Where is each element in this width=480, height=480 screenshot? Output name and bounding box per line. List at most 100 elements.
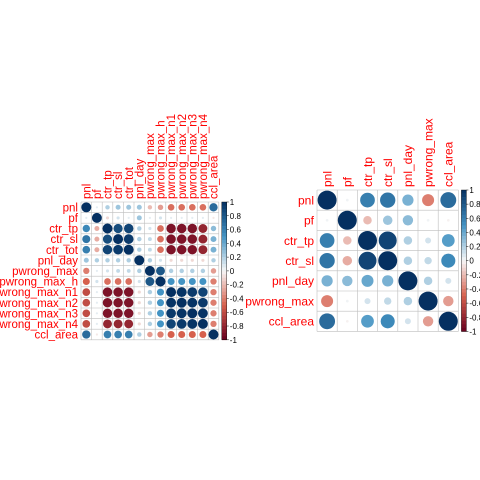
corr-circle <box>113 223 123 234</box>
row-label: pnl_day <box>38 255 79 267</box>
corr-circle <box>424 257 432 265</box>
corr-circle <box>113 308 123 319</box>
corr-circle <box>441 234 455 247</box>
colorbar-segment <box>461 274 467 279</box>
corr-circle <box>210 225 217 232</box>
colorbar-tick-label: 0.4 <box>469 228 480 237</box>
corr-circle <box>105 216 110 220</box>
colorbar-segment <box>461 317 467 322</box>
corr-circle <box>126 204 132 210</box>
corr-circle <box>137 322 141 326</box>
corr-circle <box>188 203 196 211</box>
corr-circle <box>168 268 174 274</box>
corr-circle <box>345 198 349 202</box>
corr-circle <box>95 290 99 294</box>
colorbar-segment <box>461 278 467 283</box>
row-label: ctr_tp <box>284 234 314 248</box>
corr-circle <box>438 311 458 331</box>
corr-circle <box>144 265 155 276</box>
corr-circle <box>157 246 164 254</box>
corr-circle <box>361 274 374 287</box>
column-label: pnl <box>81 184 93 199</box>
corr-circle <box>197 308 208 319</box>
corr-circle <box>418 291 438 311</box>
corr-circle <box>116 216 120 220</box>
corr-circle <box>210 310 217 317</box>
corr-circle <box>157 225 164 232</box>
colorbar-tick-label: -0.8 <box>469 313 480 322</box>
colorbar-segment <box>221 205 227 210</box>
corr-circle <box>200 268 206 274</box>
corr-circle <box>176 319 187 329</box>
colorbar-tick-label: 0 <box>230 267 235 276</box>
corr-circle <box>115 204 121 210</box>
corr-circle <box>178 277 186 286</box>
corr-circle <box>158 216 163 220</box>
colorbar-segment <box>221 295 227 299</box>
corr-circle <box>126 258 131 263</box>
corr-circle <box>319 253 335 269</box>
corr-circle <box>191 216 194 220</box>
corr-circle <box>156 299 165 307</box>
corr-circle <box>147 300 153 305</box>
corr-circle <box>116 268 121 273</box>
corr-circle <box>137 332 142 337</box>
colorbar-segment <box>221 288 227 292</box>
colorbar-segment <box>461 303 467 307</box>
colorbar-segment <box>461 310 467 315</box>
corr-circle <box>187 244 198 255</box>
colorbar-tick-label: 0.2 <box>230 253 242 262</box>
corr-circle <box>446 218 450 222</box>
row-label: pwrong_max_n1 <box>0 287 78 299</box>
colorbar-segment <box>221 281 227 285</box>
corr-circle <box>169 216 173 220</box>
corr-circle <box>176 223 187 234</box>
column-label: pf <box>92 189 104 199</box>
corr-circle <box>169 258 173 262</box>
colorbar-segment <box>221 284 227 289</box>
corr-circle <box>82 245 91 254</box>
row-label: ccl_area <box>269 315 315 329</box>
column-label: pwrong_max <box>421 118 435 187</box>
colorbar-tick-label: 0.8 <box>230 212 242 221</box>
colorbar-segment <box>221 253 227 258</box>
colorbar-segment <box>221 260 227 265</box>
colorbar-segment <box>461 243 467 247</box>
corr-circle <box>384 297 392 305</box>
corr-circle <box>94 258 100 263</box>
colorbar-segment <box>461 225 467 230</box>
corr-circle <box>403 236 413 245</box>
colorbar-tick-label: -0.2 <box>230 281 244 290</box>
row-label: pnl_day <box>272 274 314 288</box>
colorbar-segment <box>461 200 467 205</box>
corr-circle <box>197 318 208 329</box>
corr-circle <box>209 203 218 212</box>
corr-circle <box>156 266 165 276</box>
colorbar-segment <box>221 264 227 268</box>
corr-circle <box>426 218 430 222</box>
corr-circle <box>105 269 110 273</box>
corr-circle <box>363 216 372 225</box>
row-label: ctr_tp <box>49 224 78 236</box>
corr-circle <box>358 231 377 250</box>
corr-circle <box>95 333 99 336</box>
column-label: pf <box>341 176 355 187</box>
corr-circle <box>178 203 186 211</box>
colorbar-tick-label: 1 <box>469 186 474 195</box>
corr-circle <box>91 212 102 223</box>
corr-circle <box>124 319 134 329</box>
colorbar-segment <box>221 332 227 337</box>
row-label: pwrong_max <box>245 294 314 308</box>
corr-circle <box>319 313 336 330</box>
colorbar-segment <box>461 257 467 261</box>
corr-circle <box>137 268 142 274</box>
corr-circle <box>102 308 113 319</box>
corr-circle <box>123 244 134 255</box>
corr-circle <box>82 288 91 296</box>
corr-circle <box>105 205 110 210</box>
corr-circle <box>337 210 357 230</box>
colorbar-tick-label: -0.6 <box>230 308 244 317</box>
corr-circle <box>445 277 452 284</box>
corr-circle <box>95 301 99 304</box>
colorbar-segment <box>461 267 467 272</box>
